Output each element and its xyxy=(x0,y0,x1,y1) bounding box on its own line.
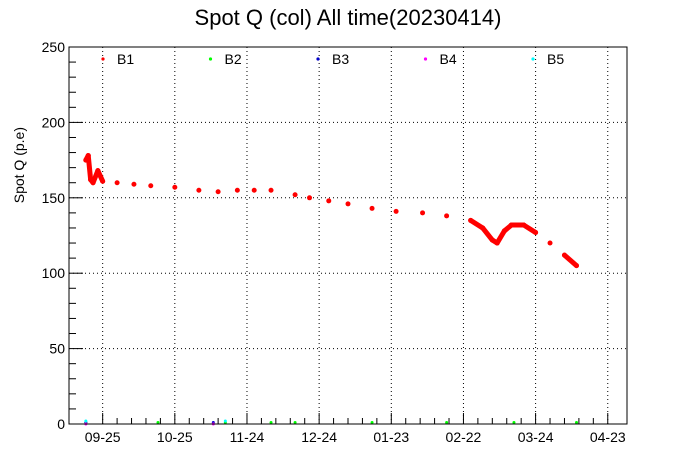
legend-label: B3 xyxy=(332,51,349,67)
data-point xyxy=(234,187,240,193)
legend-marker xyxy=(208,57,213,61)
y-tick-label: 100 xyxy=(42,265,66,281)
data-point xyxy=(307,195,313,201)
data-point xyxy=(90,180,96,186)
x-tick-label: 03-24 xyxy=(518,429,554,445)
data-point xyxy=(512,420,516,424)
data-point xyxy=(156,420,160,424)
legend-label: B5 xyxy=(547,51,564,67)
y-tick-label: 50 xyxy=(49,341,65,357)
data-point xyxy=(268,187,274,193)
data-point xyxy=(369,205,375,211)
x-tick-label: 02-22 xyxy=(446,429,482,445)
series-segment xyxy=(480,225,495,243)
legend-label: B1 xyxy=(117,51,134,67)
y-tick-label: 250 xyxy=(42,39,66,55)
data-point xyxy=(172,184,178,190)
data-point xyxy=(561,252,567,258)
data-point xyxy=(292,192,298,198)
y-tick-label: 200 xyxy=(42,114,66,130)
data-point xyxy=(84,419,88,423)
data-point xyxy=(489,237,495,243)
legend-item: B2 xyxy=(208,51,242,67)
legend-marker xyxy=(423,57,428,61)
data-point xyxy=(468,217,474,223)
data-point xyxy=(480,225,486,231)
data-point xyxy=(83,157,89,163)
plot-area xyxy=(83,153,579,426)
series-segment xyxy=(561,252,579,269)
data-point xyxy=(574,420,578,424)
x-tick-label: 04-23 xyxy=(590,429,626,445)
data-point xyxy=(251,187,257,193)
legend: B1 B2 B3 B4 B5 xyxy=(101,51,564,67)
legend-label: B4 xyxy=(440,51,457,67)
data-point xyxy=(269,420,273,424)
legend-label: B2 xyxy=(225,51,242,67)
data-point xyxy=(444,213,450,219)
y-tick-label: 0 xyxy=(57,416,65,432)
x-tick-label: 11-24 xyxy=(230,429,265,445)
data-point xyxy=(326,198,332,204)
data-point xyxy=(293,420,297,424)
data-point xyxy=(223,419,227,423)
legend-item: B4 xyxy=(423,51,457,67)
data-point xyxy=(445,420,449,424)
axes: 0 50 100 150 200 250 09-25 10-25 11-24 12-24 01-23… xyxy=(42,39,628,445)
series-B1 xyxy=(83,153,579,269)
series-B5 xyxy=(84,419,227,423)
legend-item: B1 xyxy=(101,51,134,67)
data-point xyxy=(521,222,527,228)
data-point xyxy=(148,183,154,189)
data-point xyxy=(533,229,539,235)
data-point xyxy=(494,240,500,246)
data-point xyxy=(114,180,120,186)
y-tick-label: 150 xyxy=(42,190,66,206)
legend-marker xyxy=(531,57,535,61)
data-point xyxy=(131,181,137,187)
data-point xyxy=(85,153,91,159)
plot-frame xyxy=(68,46,628,425)
legend-marker xyxy=(101,57,105,61)
data-point xyxy=(393,208,399,214)
grid-lines xyxy=(69,47,627,424)
data-point xyxy=(100,178,106,184)
x-tick-label: 09-25 xyxy=(85,429,121,445)
x-tick-label: 10-25 xyxy=(157,429,193,445)
x-tick-label: 01-23 xyxy=(373,429,409,445)
data-point xyxy=(196,187,202,193)
series-segment xyxy=(85,153,94,183)
data-point xyxy=(420,210,426,216)
data-point xyxy=(345,201,351,207)
data-point xyxy=(509,222,515,228)
data-point xyxy=(501,228,507,234)
data-point xyxy=(215,189,221,195)
legend-marker xyxy=(316,57,320,61)
legend-item: B3 xyxy=(316,51,349,67)
data-point xyxy=(573,263,579,269)
chart-title: Spot Q (col) All time(20230414) xyxy=(195,5,502,30)
y-axis-label: Spot Q (p.e) xyxy=(11,127,27,203)
data-point xyxy=(370,420,374,424)
data-point xyxy=(547,240,553,246)
data-point xyxy=(95,168,101,174)
x-tick-label: 12-24 xyxy=(301,429,337,445)
legend-item: B5 xyxy=(531,51,564,67)
